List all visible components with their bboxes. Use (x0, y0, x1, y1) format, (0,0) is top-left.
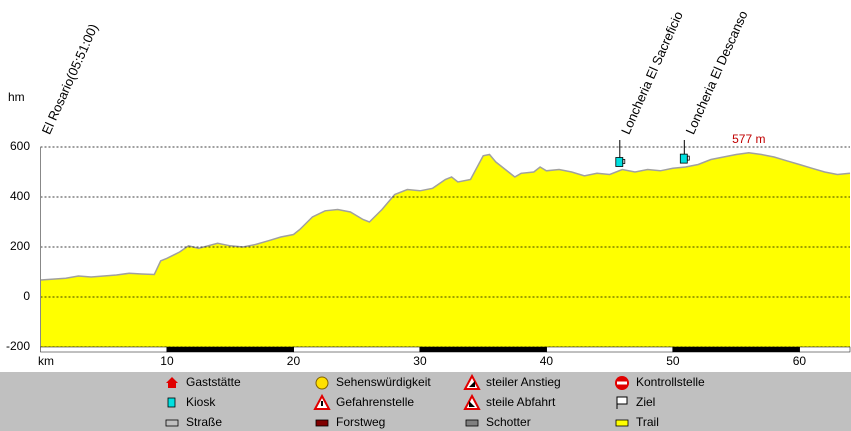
legend-icon (463, 393, 481, 410)
y-axis-label: hm (8, 90, 25, 104)
legend-panel (0, 372, 851, 431)
legend-icon (166, 377, 178, 388)
kiosk-icon (679, 153, 688, 164)
km-bar-segment (293, 346, 421, 353)
km-bar-segment (419, 346, 547, 353)
km-bar-segment (672, 346, 800, 353)
legend-icon (321, 401, 323, 406)
legend-label: Trail (636, 415, 659, 429)
legend-label: Schotter (486, 415, 531, 429)
legend-label: Kiosk (186, 395, 216, 409)
km-bar-segment (40, 346, 168, 353)
legend-swatch (165, 419, 179, 427)
legend-icon (469, 401, 475, 407)
legend-item: steiler Anstieg (463, 373, 561, 390)
peak-label: 577 m (732, 132, 765, 146)
km-bar-segment (799, 346, 851, 353)
legend-label: Gefahrenstelle (336, 395, 414, 409)
legend-item: Forstweg (315, 415, 385, 429)
legend-item: Gefahrenstelle (313, 393, 414, 410)
x-tick-label: 30 (413, 354, 427, 368)
y-tick-label: 400 (10, 189, 30, 203)
legend-icon (167, 397, 176, 408)
legend-label: Gaststätte (186, 375, 241, 389)
profile-line (40, 152, 851, 281)
legend-icon (469, 381, 475, 387)
x-tick-label: 50 (666, 354, 680, 368)
y-tick-label: 0 (23, 289, 30, 303)
legend-label: steile Abfahrt (486, 395, 556, 409)
kiosk-icon-handle (686, 155, 690, 161)
legend-item: steile Abfahrt (463, 393, 556, 410)
profile-area (40, 152, 850, 347)
x-tick-label: 40 (540, 354, 554, 368)
legend-swatch (315, 419, 329, 427)
y-tick-label: -200 (6, 339, 30, 353)
legend-item: Ziel (616, 395, 655, 409)
legend-label: Ziel (636, 395, 655, 409)
legend-label: steiler Anstieg (486, 375, 561, 389)
legend-label: Straße (186, 415, 222, 429)
x-tick-label: 60 (793, 354, 807, 368)
legend-label: Kontrollstelle (636, 375, 705, 389)
legend-swatch (615, 419, 629, 427)
km-bar-segment (166, 346, 294, 353)
legend-label: Forstweg (336, 415, 385, 429)
legend-label: Sehenswürdigkeit (336, 375, 431, 389)
x-axis-label: km (38, 354, 54, 368)
legend-item: Sehenswürdigkeit (315, 375, 431, 390)
kiosk-icon (615, 157, 624, 167)
x-tick-label: 10 (160, 354, 174, 368)
legend-item: Kontrollstelle (615, 375, 705, 390)
legend-swatch (465, 419, 479, 427)
legend-item: Kiosk (167, 395, 216, 409)
km-bar-segment (546, 346, 674, 353)
y-tick-label: 200 (10, 239, 30, 253)
legend-icon (315, 376, 329, 390)
x-tick-label: 20 (287, 354, 301, 368)
legend-icon (617, 381, 627, 385)
y-tick-label: 600 (10, 139, 30, 153)
legend-item: Schotter (465, 415, 531, 429)
legend-icon (463, 373, 481, 390)
legend-icon (616, 396, 628, 405)
legend-item: Gaststätte (166, 375, 241, 389)
legend-item: Trail (615, 415, 659, 429)
kiosk-icon-handle (622, 159, 626, 164)
legend-item: Straße (165, 415, 222, 429)
